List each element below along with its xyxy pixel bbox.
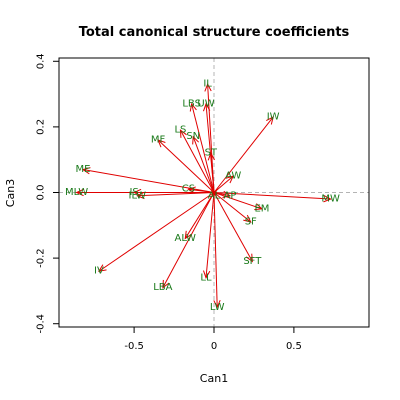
vector-label-al: AL xyxy=(208,190,221,201)
arrowhead-ls xyxy=(179,129,187,138)
vector-label-iv: IV xyxy=(94,266,104,277)
arrowhead-ll xyxy=(203,270,211,279)
arrowhead-lba xyxy=(162,279,170,289)
vector-label-ll: LL xyxy=(200,272,212,283)
vector-arrow-iv xyxy=(98,192,215,272)
arrowhead-me xyxy=(81,167,91,175)
vector-label-alw: ALW xyxy=(175,233,196,244)
vector-arrows xyxy=(75,83,332,309)
arrowhead-lw xyxy=(213,300,221,309)
arrowhead-sn xyxy=(192,135,200,145)
vector-label-ap: AP xyxy=(224,190,237,201)
vector-label-mf: MF xyxy=(151,135,166,146)
vector-label-sf: SF xyxy=(245,217,257,228)
vector-label-iw: IW xyxy=(267,112,280,123)
vector-arrow-cs xyxy=(188,188,215,193)
vector-arrow-ilw xyxy=(137,192,215,197)
arrowhead-lbs xyxy=(189,102,197,112)
vector-label-mw: MW xyxy=(321,194,340,205)
vector-label-ilw: ILW xyxy=(129,190,147,201)
vector-arrow-sft xyxy=(213,192,253,262)
vector-arrow-lw xyxy=(213,192,218,308)
x-tick-label: 0.5 xyxy=(286,341,302,352)
arrowhead-iw xyxy=(266,116,274,125)
y-axis-label: Can3 xyxy=(4,179,17,207)
vector-label-lw: LW xyxy=(210,302,225,313)
vector-arrow-alw xyxy=(184,192,215,239)
vector-arrow-mw xyxy=(213,192,331,200)
vector-arrow-iw xyxy=(213,116,274,193)
vector-arrow-sf xyxy=(213,192,252,223)
vector-label-sn: SN xyxy=(186,131,200,142)
vector-arrow-ll xyxy=(205,192,215,278)
y-tick-label: -0.4 xyxy=(36,314,47,334)
vector-arrow-mf xyxy=(157,139,215,193)
y-tick-label: 0.0 xyxy=(36,185,47,201)
y-tick-label: 0.4 xyxy=(36,53,47,69)
vector-label-is: IS xyxy=(129,187,138,198)
vector-label-il: IL xyxy=(203,79,212,90)
arrowhead-em xyxy=(254,203,264,211)
arrowhead-alw xyxy=(184,230,192,240)
y-tick-label: 0.2 xyxy=(36,119,47,135)
arrowhead-st xyxy=(207,151,215,161)
x-tick-label: 0 xyxy=(211,341,217,352)
vector-label-sft: SFT xyxy=(243,256,262,267)
chart-title: Total canonical structure coefficients xyxy=(79,25,350,40)
arrowhead-aw xyxy=(225,175,235,184)
vector-arrow-sn xyxy=(192,136,215,193)
vector-label-st: ST xyxy=(205,148,218,159)
vector-label-aw: AW xyxy=(225,171,241,182)
arrowhead-iv xyxy=(97,264,107,272)
y-tick-label: -0.2 xyxy=(36,248,47,268)
arrowhead-sf xyxy=(243,214,252,223)
vector-arrow-lba xyxy=(162,192,215,288)
vector-label-uw: UW xyxy=(197,98,214,109)
vector-label-em: EM xyxy=(254,203,269,214)
vector-label-me: ME xyxy=(75,164,90,175)
vector-label-lba: LBA xyxy=(153,282,172,293)
arrowhead-mf xyxy=(157,139,166,148)
arrowhead-mw xyxy=(323,195,332,203)
vector-label-lbs: LBS xyxy=(182,98,201,109)
vector-label-ls: LS xyxy=(174,125,186,136)
vector-label-mlw: MLW xyxy=(65,187,88,198)
arrowhead-uw xyxy=(202,102,211,112)
arrowhead-ilw xyxy=(136,191,145,200)
x-axis-label: Can1 xyxy=(200,372,228,385)
arrowhead-sft xyxy=(245,253,253,263)
vector-label-cs: CS xyxy=(182,184,195,195)
y-axis-ticks: -0.4 -0.2 0.0 0.2 0.4 xyxy=(36,53,59,334)
vector-arrow-st xyxy=(210,153,215,193)
arrowhead-mlw xyxy=(75,188,84,197)
arrowhead-cs xyxy=(187,186,196,194)
x-axis-ticks: -0.5 0 0.5 xyxy=(124,327,302,352)
arrowhead-il xyxy=(204,83,212,92)
vector-arrow-lbs xyxy=(191,103,215,193)
x-tick-label: -0.5 xyxy=(124,341,144,352)
vector-arrow-ls xyxy=(180,129,215,193)
vector-arrow-me xyxy=(82,169,215,193)
vector-arrow-em xyxy=(213,192,263,210)
